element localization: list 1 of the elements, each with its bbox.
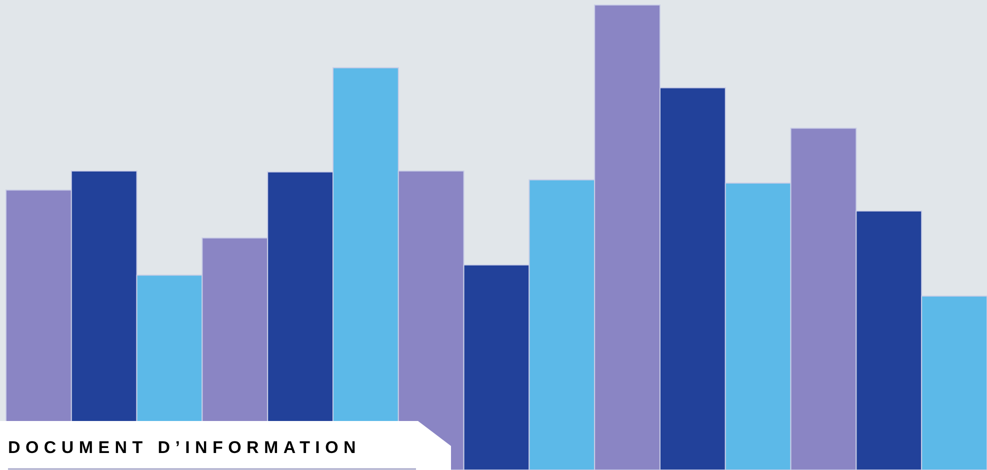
text: DOCUMENT D’INFORMATION: [8, 438, 362, 457]
